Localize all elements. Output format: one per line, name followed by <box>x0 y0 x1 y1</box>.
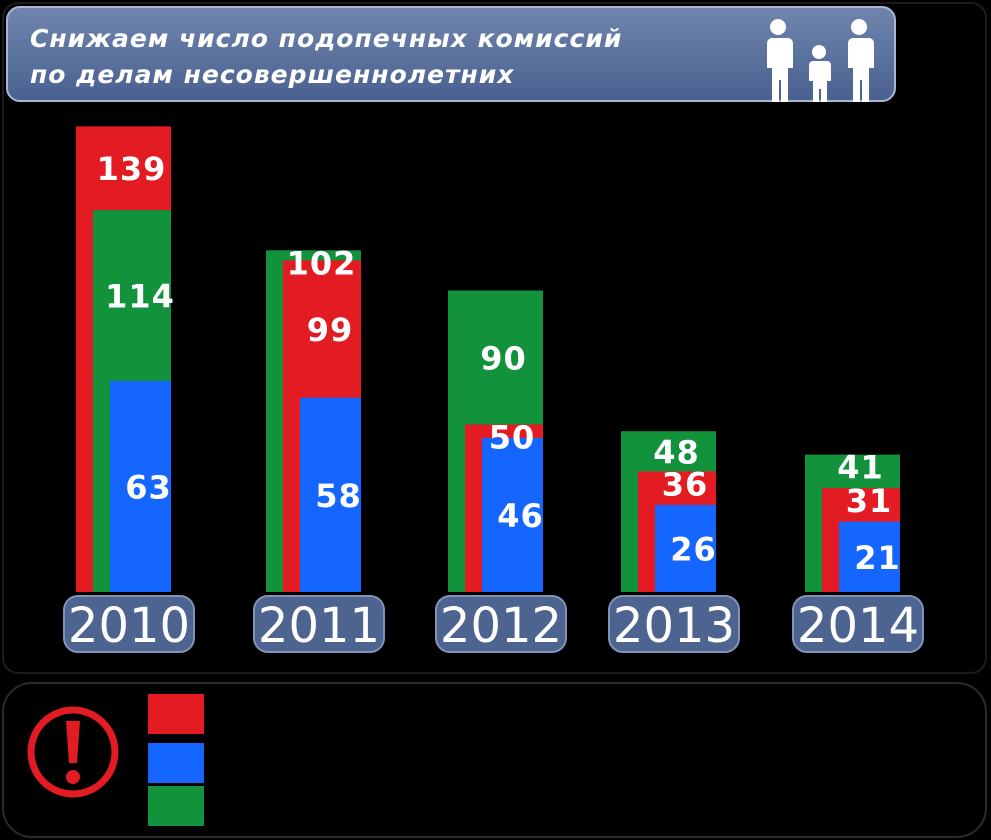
warning-icon <box>27 706 119 798</box>
legend-label: Количество семей, состоящих на учёте <box>214 750 585 771</box>
legend-swatch-green <box>148 786 204 826</box>
legend-swatch-blue <box>148 743 204 783</box>
data-label-2013-series-2: 26 <box>670 530 717 568</box>
data-label-2012-series-2: 46 <box>497 497 544 535</box>
year-label-box-2014 <box>792 595 924 653</box>
x-tick-label-2010: 2010 <box>68 598 190 654</box>
bar-2011-series-2 <box>300 397 361 592</box>
x-tick-label-2014: 2014 <box>797 598 919 654</box>
data-label-2013-series-0: 36 <box>662 465 709 503</box>
bar-2014-series-2 <box>839 521 900 592</box>
data-label-2011-series-1: 102 <box>287 244 357 282</box>
year-label-box-2010 <box>63 595 195 653</box>
data-label-2012-series-0: 50 <box>489 419 536 457</box>
legend-swatch-red <box>148 694 204 734</box>
data-label-2011-series-2: 58 <box>315 477 362 515</box>
chart-frame <box>2 2 987 674</box>
family-icon <box>767 19 874 102</box>
data-label-2012-series-1: 90 <box>480 340 527 378</box>
x-tick-label-2011: 2011 <box>258 598 380 654</box>
bar-2013-series-2 <box>655 504 716 592</box>
data-label-2014-series-0: 31 <box>846 482 893 520</box>
x-tick-label-2012: 2012 <box>440 598 562 654</box>
data-label-2013-series-1: 48 <box>653 433 700 471</box>
legend-label: Количество детей в таких семьях <box>214 793 532 814</box>
year-label-box-2012 <box>435 595 567 653</box>
data-label-2010-series-0: 139 <box>97 150 167 188</box>
data-label-2014-series-2: 21 <box>854 539 901 577</box>
title-banner: Снижаем число подопечных комиссий по дел… <box>6 6 896 102</box>
bar-2012-series-2 <box>482 437 543 592</box>
data-label-2010-series-2: 63 <box>125 468 172 506</box>
bar-2010-series-2 <box>110 380 171 592</box>
year-label-box-2013 <box>608 595 740 653</box>
year-label-box-2011 <box>253 595 385 653</box>
data-label-2014-series-1: 41 <box>837 449 884 487</box>
legend-frame <box>2 682 987 838</box>
legend-label: Количество несовершеннолетних, состоящих… <box>214 701 845 720</box>
x-tick-label-2013: 2013 <box>613 598 735 654</box>
data-label-2010-series-1: 114 <box>105 278 175 316</box>
chart-title-line-1: Снижаем число подопечных комиссий <box>30 24 623 53</box>
data-label-2011-series-0: 99 <box>307 311 354 349</box>
chart-title-line-2: по делам несовершеннолетних <box>30 60 515 89</box>
